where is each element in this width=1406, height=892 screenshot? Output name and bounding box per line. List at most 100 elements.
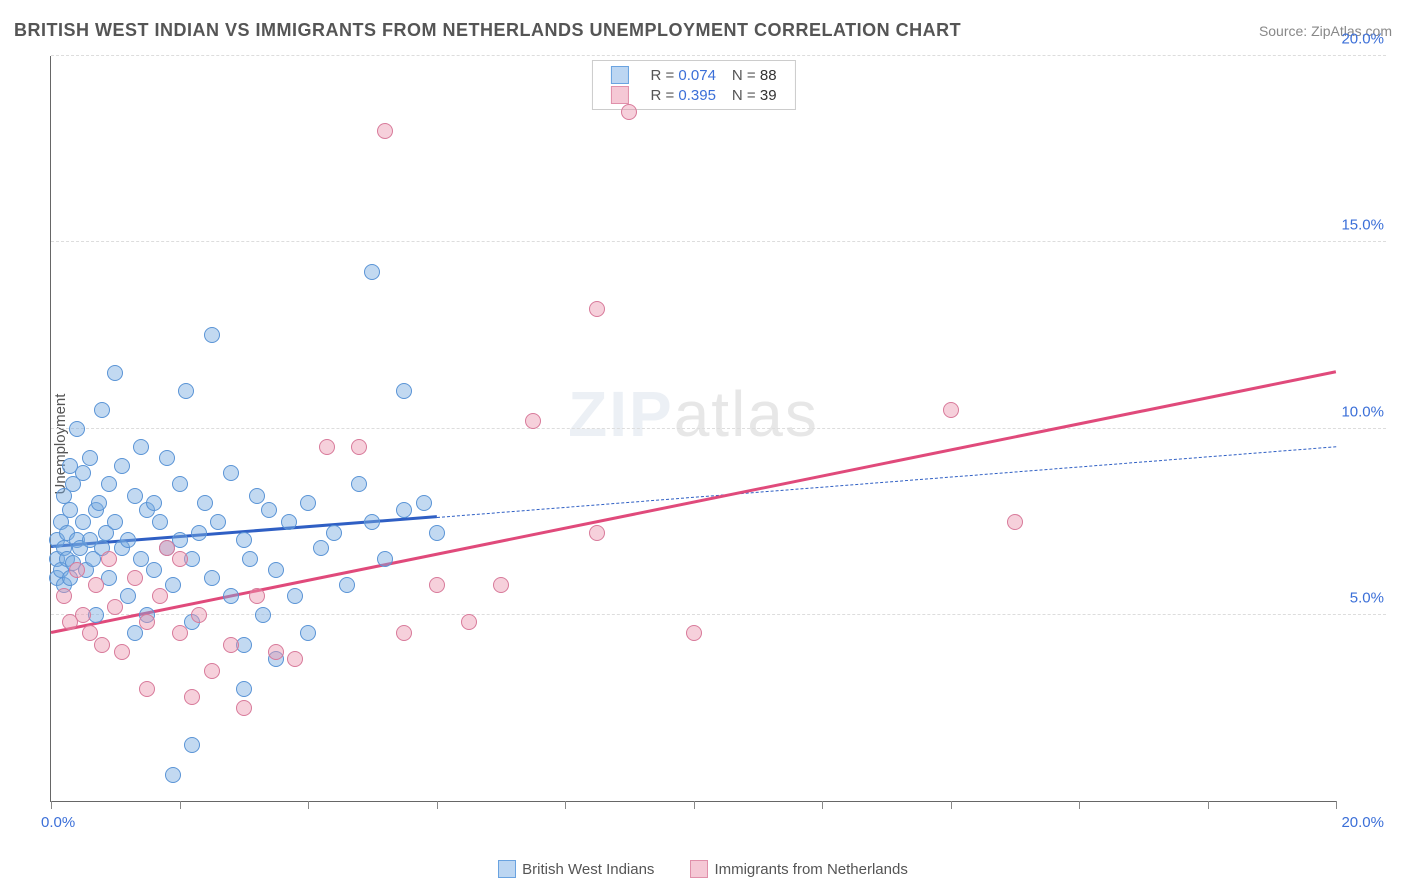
scatter-point [191, 607, 207, 623]
scatter-point [313, 540, 329, 556]
scatter-point [525, 413, 541, 429]
scatter-point [152, 514, 168, 530]
scatter-point [268, 562, 284, 578]
scatter-point [686, 625, 702, 641]
scatter-point [236, 700, 252, 716]
scatter-point [152, 588, 168, 604]
scatter-point [75, 465, 91, 481]
plot-area: ZIPatlas R = 0.074N = 88R = 0.395N = 39 … [50, 56, 1336, 802]
scatter-point [107, 514, 123, 530]
y-tick-label: 20.0% [1338, 31, 1384, 48]
scatter-point [191, 525, 207, 541]
gridline [51, 614, 1386, 615]
scatter-point [351, 439, 367, 455]
scatter-point [204, 570, 220, 586]
scatter-point [223, 588, 239, 604]
scatter-point [377, 123, 393, 139]
legend-row: R = 0.074N = 88 [602, 65, 784, 85]
watermark: ZIPatlas [568, 377, 819, 451]
scatter-point [120, 532, 136, 548]
scatter-point [319, 439, 335, 455]
scatter-point [184, 737, 200, 753]
scatter-point [461, 614, 477, 630]
scatter-point [249, 488, 265, 504]
scatter-point [69, 421, 85, 437]
scatter-point [943, 402, 959, 418]
x-tick [565, 801, 566, 809]
scatter-point [364, 264, 380, 280]
trend-line [51, 370, 1336, 633]
scatter-point [184, 689, 200, 705]
scatter-point [172, 551, 188, 567]
chart-container: Unemployment ZIPatlas R = 0.074N = 88R =… [50, 56, 1386, 832]
x-tick [822, 801, 823, 809]
y-tick-label: 15.0% [1338, 217, 1384, 234]
scatter-point [91, 495, 107, 511]
x-axis-min-label: 0.0% [41, 814, 75, 831]
y-tick-label: 5.0% [1338, 589, 1384, 606]
scatter-point [75, 514, 91, 530]
scatter-point [242, 551, 258, 567]
x-tick [1079, 801, 1080, 809]
scatter-point [146, 562, 162, 578]
scatter-point [589, 301, 605, 317]
y-tick-label: 10.0% [1338, 403, 1384, 420]
chart-title: BRITISH WEST INDIAN VS IMMIGRANTS FROM N… [14, 20, 961, 41]
scatter-point [287, 651, 303, 667]
scatter-point [94, 637, 110, 653]
scatter-point [204, 327, 220, 343]
scatter-point [300, 495, 316, 511]
scatter-point [416, 495, 432, 511]
scatter-point [223, 465, 239, 481]
legend-row: R = 0.395N = 39 [602, 85, 784, 105]
x-tick [694, 801, 695, 809]
scatter-point [75, 607, 91, 623]
scatter-point [107, 365, 123, 381]
scatter-point [94, 402, 110, 418]
scatter-point [56, 588, 72, 604]
scatter-point [139, 614, 155, 630]
scatter-point [146, 495, 162, 511]
x-tick [437, 801, 438, 809]
series-legend: British West IndiansImmigrants from Neth… [0, 860, 1406, 882]
scatter-point [133, 439, 149, 455]
trend-line-extension [436, 446, 1336, 518]
scatter-point [172, 625, 188, 641]
scatter-point [621, 104, 637, 120]
scatter-point [1007, 514, 1023, 530]
scatter-point [120, 588, 136, 604]
scatter-point [396, 502, 412, 518]
scatter-point [178, 383, 194, 399]
x-tick [951, 801, 952, 809]
scatter-point [127, 488, 143, 504]
scatter-point [114, 458, 130, 474]
x-axis-max-label: 20.0% [1341, 814, 1384, 831]
scatter-point [88, 577, 104, 593]
scatter-point [236, 681, 252, 697]
scatter-point [165, 767, 181, 783]
scatter-point [339, 577, 355, 593]
x-tick [1336, 801, 1337, 809]
scatter-point [429, 525, 445, 541]
gridline [51, 55, 1386, 56]
scatter-point [82, 450, 98, 466]
scatter-point [101, 476, 117, 492]
gridline [51, 428, 1386, 429]
scatter-point [107, 599, 123, 615]
scatter-point [396, 625, 412, 641]
scatter-point [364, 514, 380, 530]
scatter-point [255, 607, 271, 623]
x-tick [308, 801, 309, 809]
scatter-point [326, 525, 342, 541]
scatter-point [127, 570, 143, 586]
scatter-point [281, 514, 297, 530]
scatter-point [261, 502, 277, 518]
scatter-point [165, 577, 181, 593]
scatter-point [69, 562, 85, 578]
scatter-point [197, 495, 213, 511]
scatter-point [396, 383, 412, 399]
scatter-point [172, 476, 188, 492]
scatter-point [493, 577, 509, 593]
scatter-point [236, 532, 252, 548]
scatter-point [300, 625, 316, 641]
